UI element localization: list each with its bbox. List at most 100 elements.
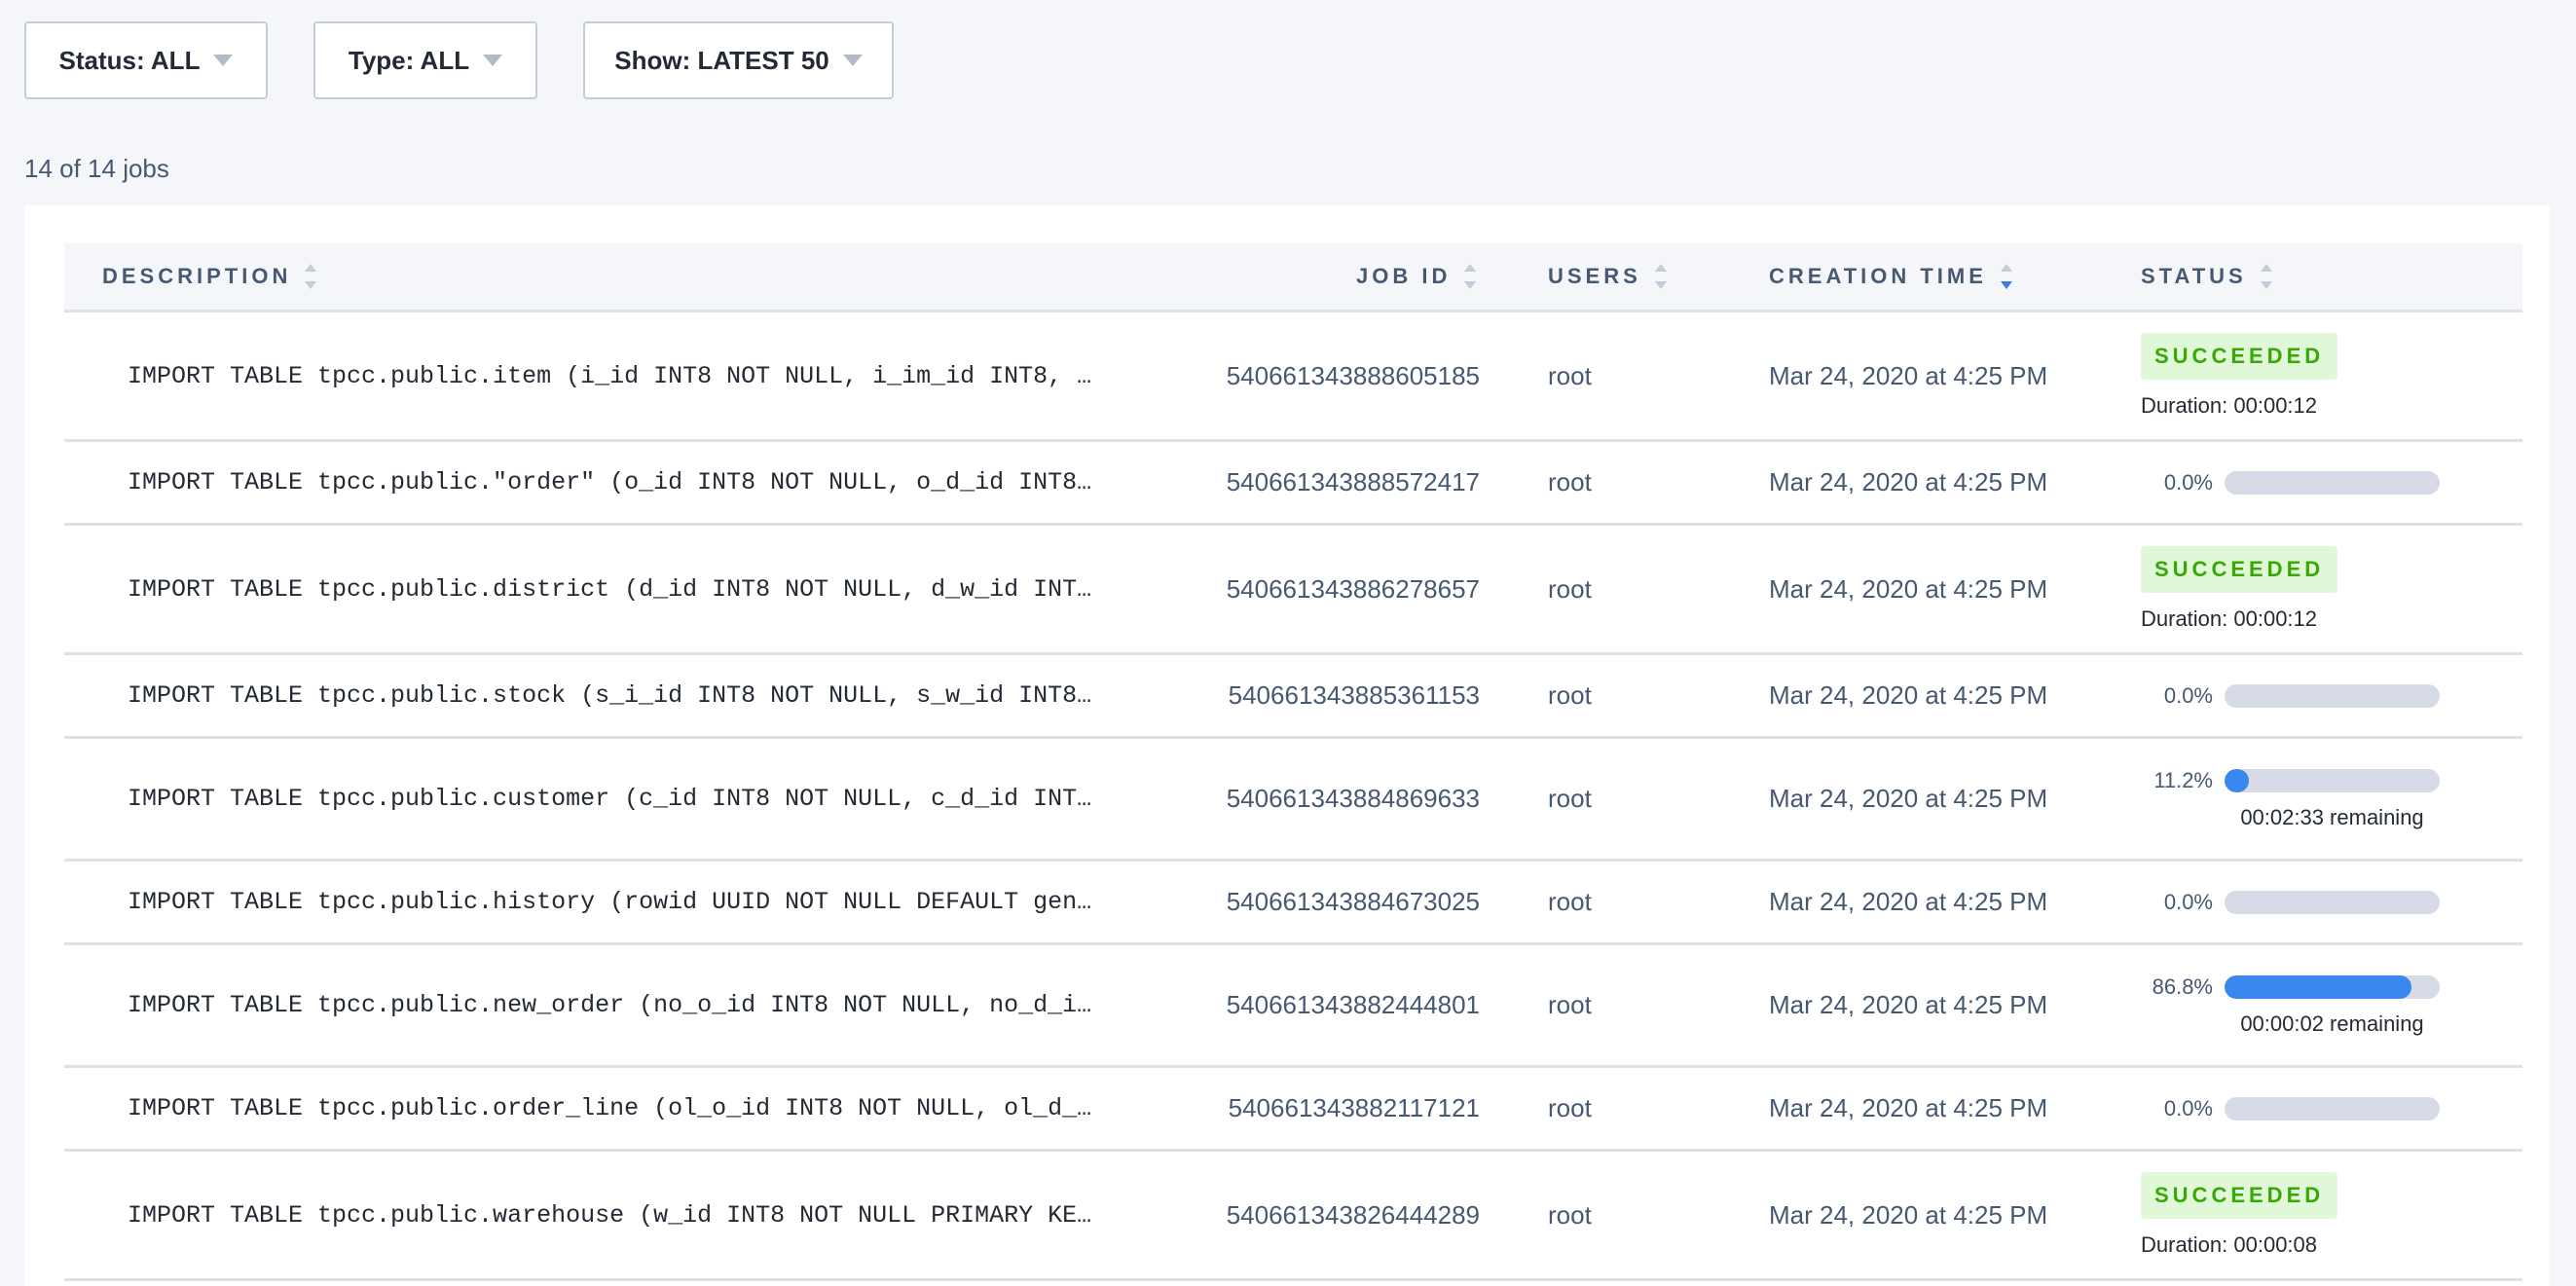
table-row[interactable]: IMPORT TABLE tpcc.public.item (i_id INT8…: [64, 312, 2522, 442]
status-badge: SUCCEEDED: [2141, 1172, 2338, 1219]
column-label: USERS: [1548, 264, 1641, 288]
column-label: DESCRIPTION: [102, 264, 292, 288]
sort-icon: [2260, 264, 2272, 289]
job-description[interactable]: IMPORT TABLE tpcc.public.new_order (no_o…: [128, 991, 1092, 1019]
creation-time: Mar 24, 2020 at 4:25 PM: [1769, 360, 2048, 390]
job-user: root: [1548, 467, 1592, 496]
sort-icon: [1654, 264, 1667, 289]
column-header-users[interactable]: USERS: [1548, 243, 1667, 310]
job-id[interactable]: 540661343882117121: [1228, 1093, 1480, 1122]
job-id[interactable]: 540661343885361153: [1228, 680, 1480, 710]
jobs-table: DESCRIPTION JOB ID USERS CREATION TIME S…: [24, 205, 2550, 1286]
job-user: root: [1548, 990, 1592, 1019]
chevron-down-icon: [213, 55, 234, 66]
job-status: 11.2% 00:02:33 remaining: [2141, 739, 2440, 859]
sort-descending-icon: [2000, 264, 2012, 289]
column-header-job-id[interactable]: JOB ID: [1356, 243, 1477, 310]
table-row[interactable]: IMPORT TABLE tpcc.public.new_order (no_o…: [64, 945, 2522, 1068]
progress-indicator: 0.0%: [2141, 890, 2440, 915]
job-user: root: [1548, 1199, 1592, 1230]
job-status: 86.8% 00:00:02 remaining: [2141, 945, 2440, 1065]
type-filter-dropdown[interactable]: Type: ALL: [313, 21, 537, 99]
job-user: root: [1548, 680, 1592, 710]
job-user: root: [1548, 573, 1592, 604]
job-user: root: [1548, 1093, 1592, 1122]
job-description[interactable]: IMPORT TABLE tpcc.public.district (d_id …: [128, 574, 1092, 604]
progress-bar: [2225, 470, 2440, 495]
show-filter-dropdown[interactable]: Show: LATEST 50: [583, 21, 894, 99]
job-status: 0.0%: [2141, 442, 2440, 523]
job-id[interactable]: 540661343882444801: [1226, 990, 1480, 1019]
chevron-down-icon: [842, 55, 863, 66]
column-label: CREATION TIME: [1769, 264, 1987, 288]
progress-percent: 0.0%: [2163, 469, 2213, 495]
job-description[interactable]: IMPORT TABLE tpcc.public.item (i_id INT8…: [128, 361, 1092, 390]
progress-bar: [2225, 768, 2440, 792]
progress-percent: 0.0%: [2163, 1095, 2213, 1121]
job-description[interactable]: IMPORT TABLE tpcc.public.stock (s_i_id I…: [128, 681, 1092, 710]
job-description[interactable]: IMPORT TABLE tpcc.public.order_line (ol_…: [128, 1094, 1092, 1122]
creation-time: Mar 24, 2020 at 4:25 PM: [1769, 990, 2048, 1019]
job-user: root: [1548, 784, 1592, 813]
status-filter-label: Status: ALL: [58, 45, 201, 75]
progress-percent: 86.8%: [2152, 974, 2213, 999]
job-id[interactable]: 540661343884673025: [1226, 887, 1480, 916]
job-id[interactable]: 540661343826444289: [1226, 1199, 1480, 1230]
table-row[interactable]: IMPORT TABLE tpcc.public.order_line (ol_…: [64, 1068, 2522, 1152]
duration-text: Duration: 00:00:12: [2141, 606, 2318, 631]
progress-bar: [2225, 890, 2440, 914]
job-id[interactable]: 540661343888572417: [1226, 467, 1480, 496]
show-filter-label: Show: LATEST 50: [614, 45, 829, 75]
creation-time: Mar 24, 2020 at 4:25 PM: [1769, 573, 2048, 604]
column-header-creation-time[interactable]: CREATION TIME: [1769, 243, 2012, 310]
table-header: DESCRIPTION JOB ID USERS CREATION TIME S…: [64, 243, 2522, 312]
sort-icon: [305, 264, 317, 289]
creation-time: Mar 24, 2020 at 4:25 PM: [1769, 1093, 2048, 1122]
job-status: SUCCEEDED Duration: 00:00:12: [2141, 312, 2338, 439]
progress-percent: 11.2%: [2153, 767, 2213, 792]
remaining-time: 00:00:02 remaining: [2240, 1010, 2424, 1036]
progress-percent: 0.0%: [2163, 889, 2213, 914]
table-row[interactable]: IMPORT TABLE tpcc.public.history (rowid …: [64, 862, 2522, 945]
job-description[interactable]: IMPORT TABLE tpcc.public.history (rowid …: [128, 888, 1092, 916]
job-description[interactable]: IMPORT TABLE tpcc.public."order" (o_id I…: [128, 468, 1092, 496]
creation-time: Mar 24, 2020 at 4:25 PM: [1769, 467, 2048, 496]
progress-indicator: 0.0%: [2141, 1096, 2440, 1121]
column-header-description[interactable]: DESCRIPTION: [102, 243, 317, 310]
sort-icon: [1464, 264, 1477, 289]
progress-indicator: 0.0%: [2141, 683, 2440, 709]
progress-bar: [2225, 1096, 2440, 1121]
job-id[interactable]: 540661343888605185: [1226, 360, 1480, 390]
job-description[interactable]: IMPORT TABLE tpcc.public.customer (c_id …: [128, 785, 1092, 813]
job-user: root: [1548, 887, 1592, 916]
job-id[interactable]: 540661343886278657: [1226, 573, 1480, 604]
remaining-time: 00:02:33 remaining: [2240, 804, 2424, 829]
status-badge: SUCCEEDED: [2141, 333, 2338, 380]
job-status: 0.0%: [2141, 862, 2440, 942]
job-description[interactable]: IMPORT TABLE tpcc.public.warehouse (w_id…: [128, 1200, 1092, 1230]
progress-bar: [2225, 974, 2440, 999]
status-filter-dropdown[interactable]: Status: ALL: [24, 21, 268, 99]
progress-bar: [2225, 683, 2440, 708]
progress-percent: 0.0%: [2163, 682, 2213, 708]
table-body: IMPORT TABLE tpcc.public.item (i_id INT8…: [64, 312, 2522, 1281]
status-badge: SUCCEEDED: [2141, 546, 2338, 593]
creation-time: Mar 24, 2020 at 4:25 PM: [1769, 1199, 2048, 1230]
job-status: 0.0%: [2141, 655, 2440, 736]
job-count: 14 of 14 jobs: [24, 154, 169, 183]
progress-bar-fill: [2225, 768, 2249, 792]
table-row[interactable]: IMPORT TABLE tpcc.public.stock (s_i_id I…: [64, 655, 2522, 739]
table-row[interactable]: IMPORT TABLE tpcc.public.warehouse (w_id…: [64, 1152, 2522, 1281]
table-row[interactable]: IMPORT TABLE tpcc.public.customer (c_id …: [64, 739, 2522, 862]
duration-text: Duration: 00:00:08: [2141, 1232, 2318, 1257]
chevron-down-icon: [483, 55, 503, 66]
table-row[interactable]: IMPORT TABLE tpcc.public."order" (o_id I…: [64, 442, 2522, 526]
job-status: SUCCEEDED Duration: 00:00:08: [2141, 1152, 2338, 1278]
progress-indicator: 11.2%: [2141, 768, 2440, 793]
column-header-status[interactable]: STATUS: [2141, 243, 2272, 310]
job-status: 0.0%: [2141, 1068, 2440, 1149]
type-filter-label: Type: ALL: [348, 45, 470, 75]
table-row[interactable]: IMPORT TABLE tpcc.public.district (d_id …: [64, 526, 2522, 655]
creation-time: Mar 24, 2020 at 4:25 PM: [1769, 680, 2048, 710]
job-id[interactable]: 540661343884869633: [1226, 784, 1480, 813]
